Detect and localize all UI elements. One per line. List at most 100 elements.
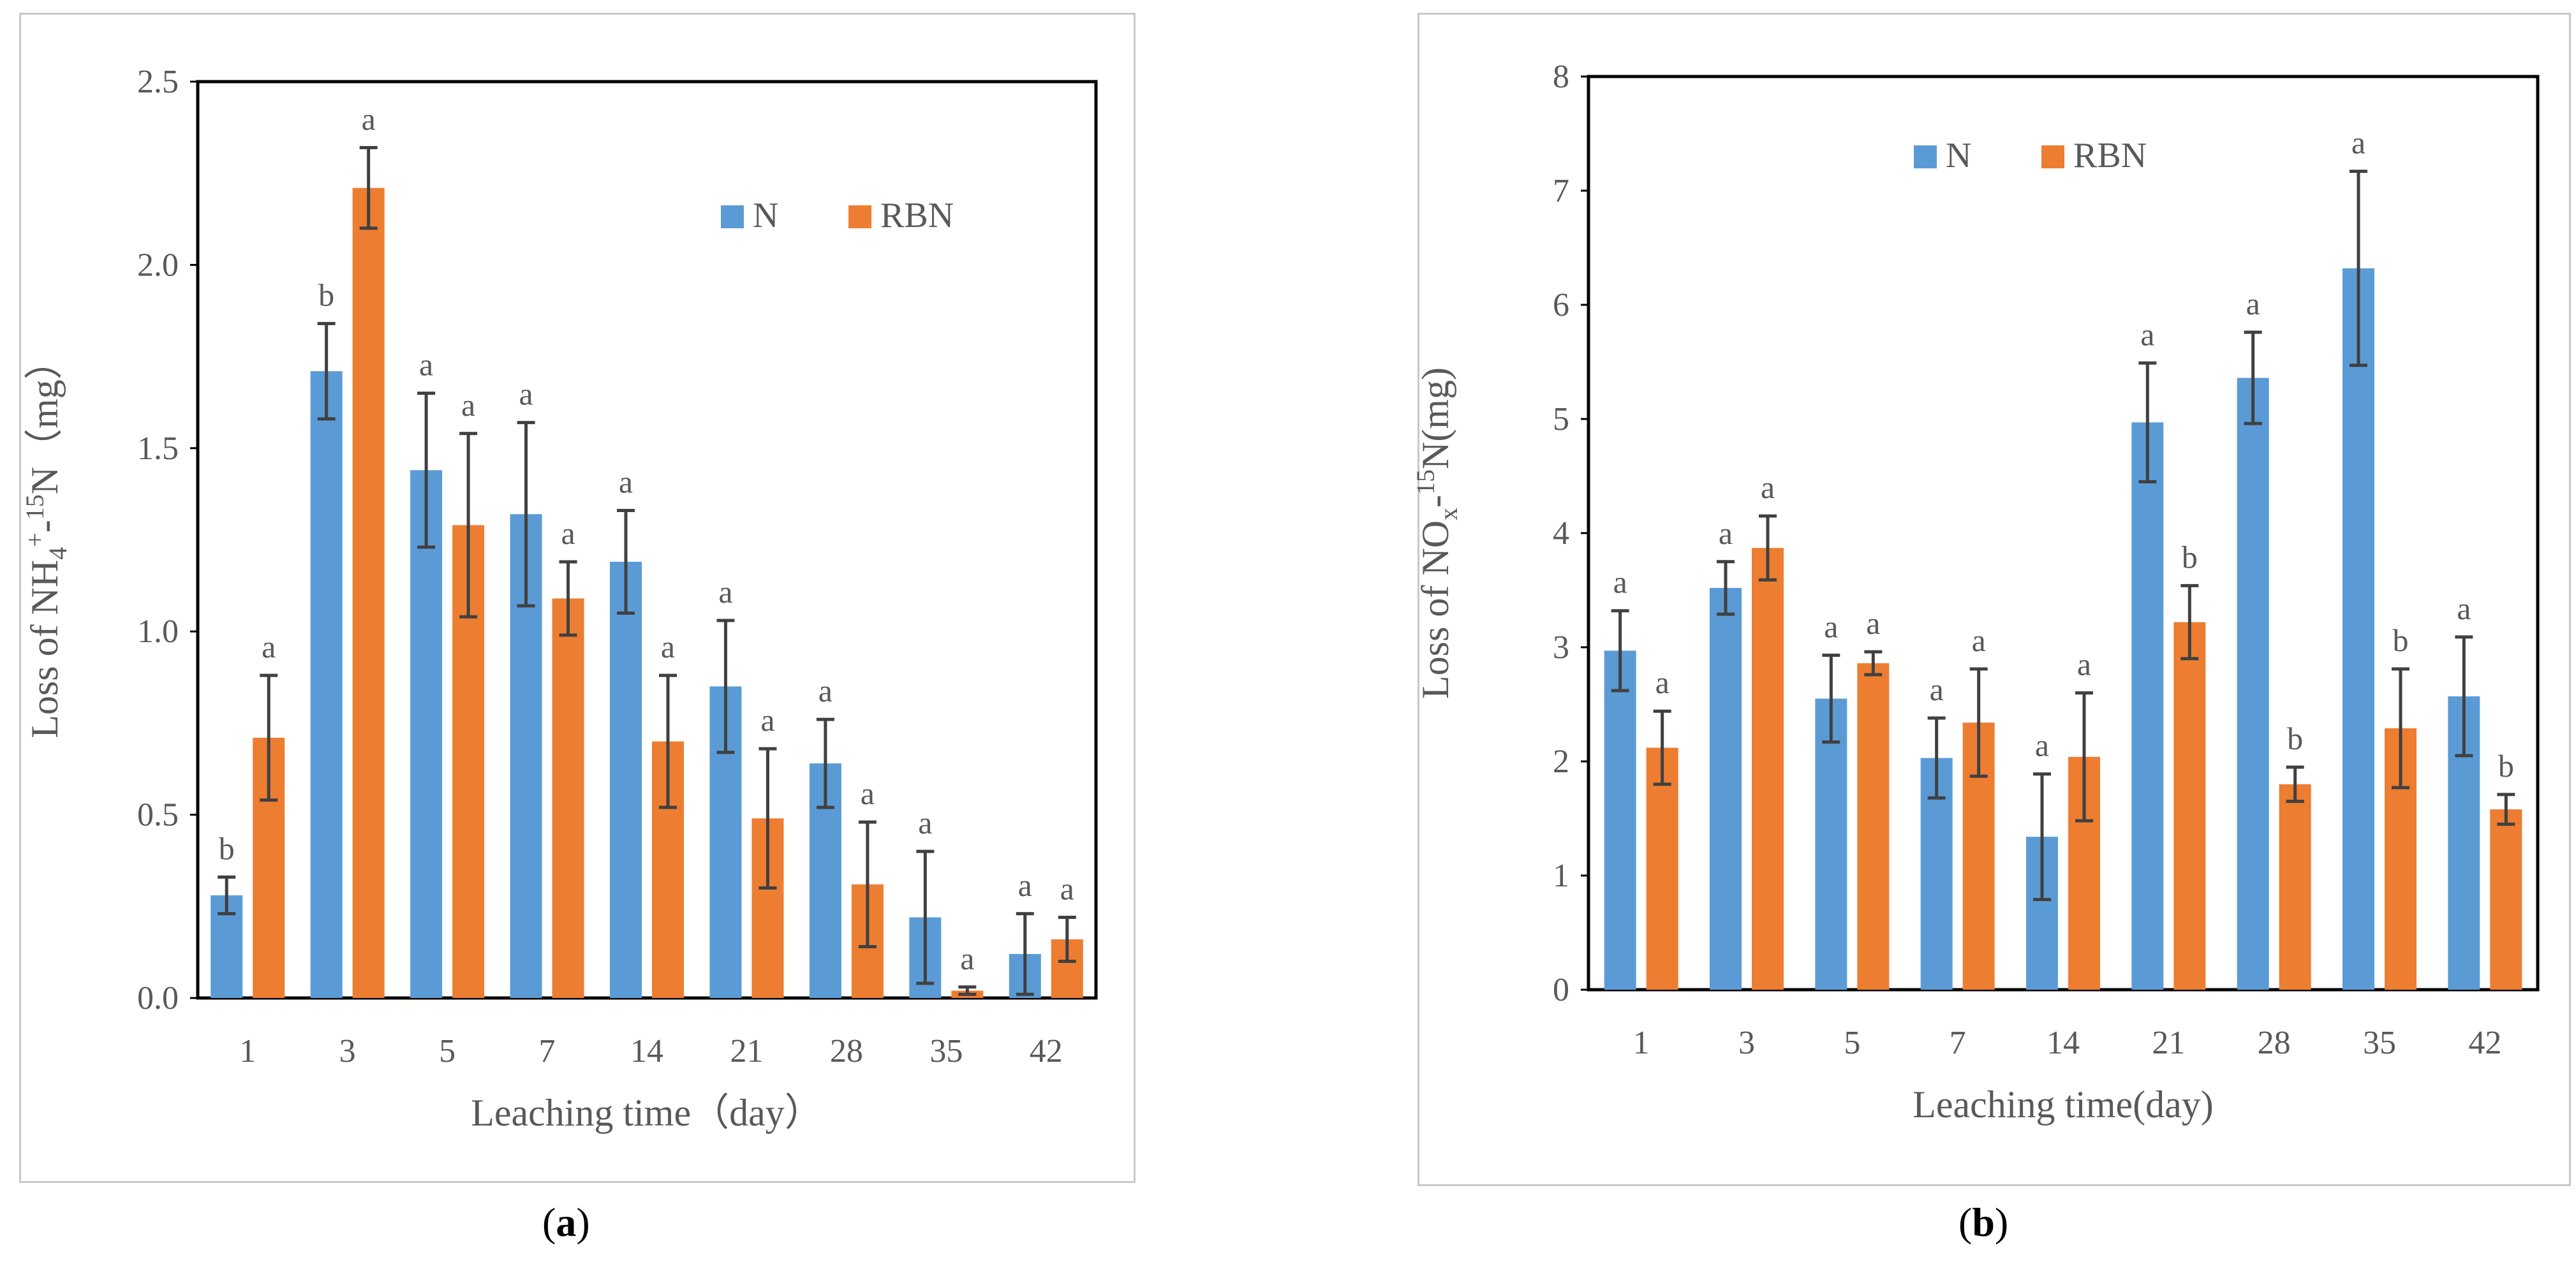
y-tick-label: 1 xyxy=(1553,858,1569,894)
legend-b: N RBN xyxy=(1914,136,2147,175)
significance-letter: a xyxy=(960,941,974,976)
bar-n-5 xyxy=(410,470,443,998)
legend-swatch-rbn xyxy=(2041,145,2064,168)
significance-letter: a xyxy=(2035,728,2049,763)
bar-n-14 xyxy=(610,561,642,998)
bar-n-28 xyxy=(2237,378,2269,990)
x-tick-label: 5 xyxy=(439,1033,455,1069)
y-tick-label: 1.5 xyxy=(137,430,179,467)
significance-letter: a xyxy=(419,347,433,383)
significance-letter: b xyxy=(2393,622,2409,658)
x-axis-label: Leaching time(day) xyxy=(1913,1083,2213,1126)
x-tick-label: 42 xyxy=(2468,1025,2501,1061)
x-tick-label: 14 xyxy=(2047,1025,2080,1061)
bar-rbn-28 xyxy=(2279,784,2311,990)
y-tick-label: 5 xyxy=(1553,401,1569,437)
significance-letter: b xyxy=(219,830,235,866)
significance-letter: a xyxy=(2457,591,2471,626)
significance-letter: a xyxy=(2077,647,2091,682)
significance-letter: a xyxy=(2351,125,2365,161)
y-tick-label: 2.0 xyxy=(137,247,179,283)
significance-letter: a xyxy=(661,629,675,664)
legend-label-n: N xyxy=(753,196,778,235)
y-axis-label: Loss of NOx-15N(mg) xyxy=(1411,367,1463,699)
significance-letter: a xyxy=(2140,316,2154,352)
legend-label-n: N xyxy=(1946,136,1971,175)
significance-letter: a xyxy=(1824,609,1838,645)
x-tick-label: 7 xyxy=(1950,1025,1966,1061)
significance-letter: b xyxy=(2287,721,2303,756)
significance-letter: a xyxy=(1866,605,1880,641)
legend-label-rbn: RBN xyxy=(2073,136,2147,175)
significance-letter: a xyxy=(861,775,875,811)
x-tick-label: 3 xyxy=(1738,1025,1755,1061)
y-tick-label: 2 xyxy=(1553,744,1569,780)
bar-rbn-3 xyxy=(352,187,385,998)
x-tick-label: 3 xyxy=(339,1033,356,1069)
legend-swatch-n xyxy=(1914,145,1937,168)
x-tick-label: 28 xyxy=(2258,1025,2291,1061)
y-tick-label: 3 xyxy=(1553,629,1569,666)
legend-label-rbn: RBN xyxy=(880,196,954,235)
significance-letter: a xyxy=(818,673,833,708)
y-tick-label: 2.5 xyxy=(137,64,179,100)
bar-n-3 xyxy=(310,371,343,998)
significance-letter: b xyxy=(2498,748,2514,784)
significance-letter: a xyxy=(1655,664,1669,700)
x-tick-label: 21 xyxy=(730,1033,763,1069)
significance-letter: a xyxy=(519,376,533,412)
significance-letter: a xyxy=(1761,469,1775,505)
bar-n-5 xyxy=(1815,698,1847,990)
panel-label-a: (a) xyxy=(542,1200,590,1245)
bar-n-21 xyxy=(2131,422,2164,990)
bar-rbn-1 xyxy=(1646,747,1678,990)
panel-label-b: (b) xyxy=(1958,1200,2009,1245)
significance-letter: a xyxy=(1613,564,1627,600)
bar-rbn-3 xyxy=(1752,548,1784,990)
bar-rbn-7 xyxy=(552,598,584,998)
significance-letter: a xyxy=(461,387,475,423)
significance-letter: a xyxy=(1719,515,1733,551)
y-tick-label: 0 xyxy=(1553,972,1569,1008)
significance-letter: a xyxy=(362,101,376,136)
bar-n-1 xyxy=(1604,650,1636,990)
y-tick-label: 6 xyxy=(1553,287,1569,323)
legend-swatch-n xyxy=(721,205,744,228)
bar-rbn-21 xyxy=(2173,622,2206,990)
y-tick-label: 7 xyxy=(1553,173,1569,209)
significance-letter: a xyxy=(262,629,276,664)
significance-letter: a xyxy=(619,464,633,500)
x-tick-label: 1 xyxy=(239,1033,256,1069)
x-tick-label: 28 xyxy=(830,1033,863,1069)
significance-letter: a xyxy=(760,702,774,738)
y-tick-label: 1.0 xyxy=(137,613,179,650)
x-tick-label: 14 xyxy=(630,1033,663,1069)
y-tick-label: 0.0 xyxy=(137,980,179,1016)
significance-letter: b xyxy=(318,277,334,312)
significance-letter: a xyxy=(1060,871,1074,907)
significance-letter: a xyxy=(2246,286,2260,321)
significance-letter: a xyxy=(1930,671,1944,707)
x-tick-label: 5 xyxy=(1844,1025,1860,1061)
y-tick-label: 8 xyxy=(1553,59,1569,95)
significance-letter: a xyxy=(1018,867,1032,903)
chart-a: 0.00.51.01.52.02.51ba3ba5aa7aa14aa21aa28… xyxy=(20,64,1098,1134)
legend-a: N RBN xyxy=(721,196,954,235)
bar-n-3 xyxy=(1710,587,1742,990)
x-tick-label: 21 xyxy=(2152,1025,2185,1061)
y-axis-label: Loss of NH4+-15N（mg） xyxy=(20,341,72,738)
significance-letter: b xyxy=(2182,539,2198,575)
x-tick-label: 35 xyxy=(929,1033,963,1069)
significance-letter: a xyxy=(1972,622,1986,658)
bar-rbn-5 xyxy=(1857,663,1890,990)
bar-rbn-42 xyxy=(2490,809,2522,990)
bar-n-35 xyxy=(2343,268,2374,990)
significance-letter: a xyxy=(918,805,932,840)
significance-letter: a xyxy=(561,515,575,551)
significance-letter: a xyxy=(718,574,732,610)
x-tick-label: 42 xyxy=(1030,1033,1063,1069)
y-tick-label: 0.5 xyxy=(137,797,179,833)
x-tick-label: 35 xyxy=(2363,1025,2396,1061)
